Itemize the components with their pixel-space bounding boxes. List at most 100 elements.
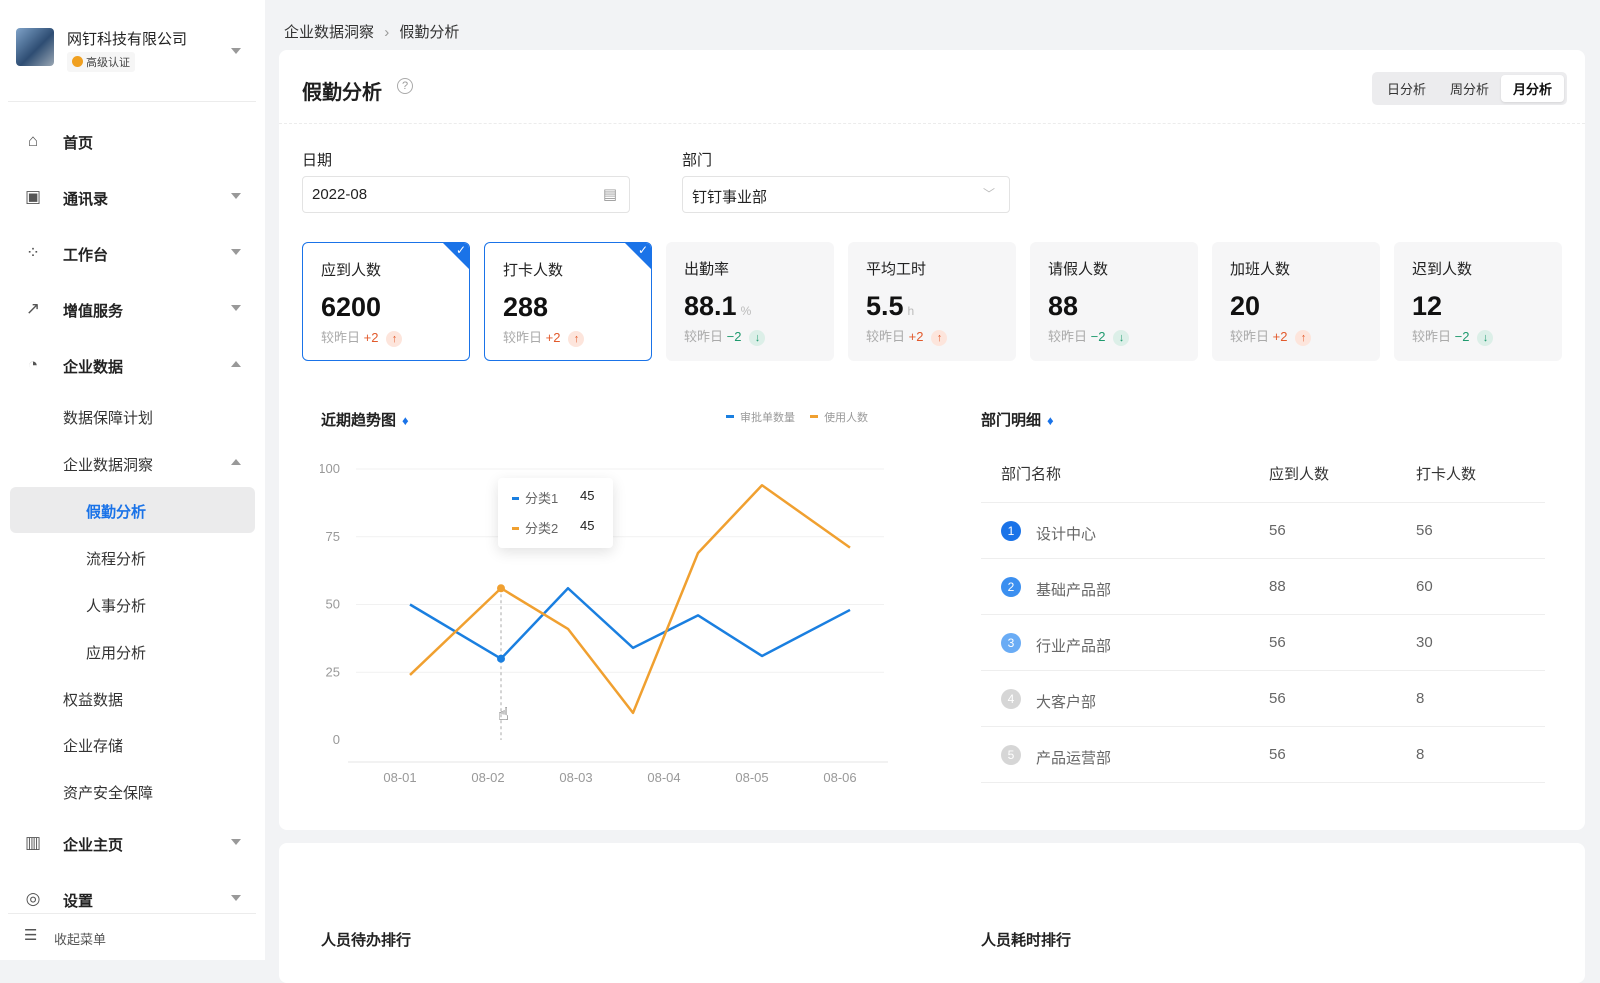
calendar-icon[interactable]: ▤: [602, 186, 617, 203]
series-line-2: [409, 484, 851, 715]
expected-count: 88: [1269, 578, 1286, 595]
breadcrumb-item[interactable]: 企业数据洞察: [284, 24, 375, 41]
header-divider: [279, 123, 1585, 124]
stat-value: 88.1%: [684, 291, 816, 322]
legend-label: 审批单数量: [740, 412, 795, 424]
legend-swatch: [726, 415, 734, 418]
help-icon[interactable]: ?: [397, 78, 413, 94]
table-row[interactable]: 1 设计中心 56 56: [981, 502, 1545, 558]
settings-icon: ◎: [25, 889, 41, 908]
chart-legend: 审批单数量 使用人数: [726, 409, 868, 425]
data-point: [497, 654, 505, 663]
sidebar-item-hr[interactable]: 人事分析: [86, 598, 147, 615]
tab-month[interactable]: 月分析: [1500, 75, 1564, 102]
chevron-up-icon[interactable]: [231, 459, 241, 465]
sidebar-item-value-added[interactable]: 增值服务: [63, 303, 124, 320]
sidebar-item-asset-security[interactable]: 资产安全保障: [63, 785, 154, 802]
org-name: 网钉科技有限公司: [67, 31, 188, 48]
legend-label: 使用人数: [824, 412, 869, 424]
collapse-icon[interactable]: ☰: [24, 927, 38, 944]
table-row[interactable]: 5 产品运营部 56 8: [981, 726, 1545, 782]
stat-card[interactable]: 请假人数 88 较昨日 −2 ↓: [1030, 242, 1198, 361]
sidebar-item-data-plan[interactable]: 数据保障计划: [63, 410, 154, 427]
sidebar-item-homepage[interactable]: 企业主页: [63, 837, 124, 854]
divider: [8, 913, 256, 914]
pie-icon: ◔: [27, 355, 39, 374]
stat-number: 5.5: [866, 291, 904, 321]
series-line-1: [409, 586, 851, 660]
chevron-up-icon[interactable]: [231, 361, 241, 367]
stat-title: 出勤率: [684, 261, 730, 278]
sidebar-item-settings[interactable]: 设置: [63, 893, 94, 910]
date-label: 日期: [302, 152, 333, 169]
dept-title-text: 部门明细: [981, 412, 1042, 429]
stat-title: 应到人数: [321, 262, 382, 279]
compare-delta: +2: [363, 330, 379, 345]
x-tick-label: 08-05: [735, 770, 768, 785]
arrow-down-icon: ↓: [1113, 330, 1130, 346]
stat-card[interactable]: 平均工时 5.5 h 较昨日 +2 ↑: [848, 242, 1016, 361]
pointer-cursor-icon: ☝: [498, 704, 509, 724]
arrow-down-icon: ↓: [1477, 330, 1494, 346]
badge-label: 高级认证: [86, 57, 130, 69]
tab-week[interactable]: 周分析: [1449, 82, 1489, 97]
expected-count: 56: [1269, 746, 1286, 763]
stat-title: 加班人数: [1230, 261, 1291, 278]
trend-chart[interactable]: 0 25 50 75 100 08-01 08-02 08-03 08-04 08-05 08-06…: [320, 450, 900, 800]
compare-delta: +2: [1272, 329, 1288, 344]
compare-delta: −2: [1454, 329, 1470, 344]
stat-unit: h: [907, 304, 915, 318]
sidebar-item-process[interactable]: 流程分析: [86, 551, 147, 568]
collapse-menu-button[interactable]: 收起菜单: [54, 932, 107, 947]
chevron-down-icon[interactable]: [231, 249, 241, 255]
stat-compare: 较昨日 −2 ↓: [1048, 326, 1180, 346]
stat-title: 迟到人数: [1412, 261, 1473, 278]
org-switch-chevron-icon[interactable]: [231, 48, 241, 54]
stat-card[interactable]: 加班人数 20 较昨日 +2 ↑: [1212, 242, 1380, 361]
stat-card[interactable]: 出勤率 88.1% 较昨日 −2 ↓: [666, 242, 834, 361]
divider: [8, 101, 256, 102]
active-item-highlight: [10, 487, 255, 533]
data-point: [497, 584, 505, 593]
chevron-down-icon[interactable]: [231, 839, 241, 845]
tab-day[interactable]: 日分析: [1386, 82, 1426, 97]
chevron-down-icon[interactable]: [231, 895, 241, 901]
sidebar-item-storage[interactable]: 企业存储: [63, 738, 124, 755]
compare-delta: +2: [908, 329, 924, 344]
sidebar-item-benefits[interactable]: 权益数据: [63, 692, 124, 709]
sidebar-item-attendance[interactable]: 假勤分析: [86, 504, 147, 521]
table-row[interactable]: 2 基础产品部 88 60: [981, 558, 1545, 614]
compare-label: 较昨日: [1048, 329, 1088, 344]
sidebar-item-workbench[interactable]: 工作台: [63, 247, 109, 264]
dept-select[interactable]: 钉钉事业部 ﹀: [682, 176, 1010, 213]
stat-title: 平均工时: [866, 261, 927, 278]
stat-card[interactable]: 迟到人数 12 较昨日 −2 ↓: [1394, 242, 1562, 361]
chart-tooltip: 分类1 45 分类2 45: [498, 478, 613, 548]
sidebar-item-data-insight[interactable]: 企业数据洞察: [63, 457, 154, 474]
diamond-icon: ♦: [1047, 413, 1054, 428]
trend-title: 近期趋势图 ♦: [321, 409, 409, 430]
rank-badge: 3: [1001, 633, 1021, 653]
chevron-down-icon: ﹀: [982, 187, 995, 201]
stat-card[interactable]: 打卡人数 288 较昨日 +2 ↑ ✓: [484, 242, 652, 361]
stat-card[interactable]: 应到人数 6200 较昨日 +2 ↑ ✓: [302, 242, 470, 361]
legend-item[interactable]: 使用人数: [810, 412, 868, 424]
legend-item[interactable]: 审批单数量: [726, 412, 795, 424]
compare-label: 较昨日: [684, 329, 724, 344]
chevron-down-icon[interactable]: [231, 193, 241, 199]
dept-value: 钉钉事业部: [692, 189, 768, 206]
period-tabs: 日分析 周分析 月分析: [1371, 72, 1567, 105]
arrow-up-icon: ↑: [568, 331, 585, 347]
table-row[interactable]: 4 大客户部 56 8: [981, 670, 1545, 726]
sidebar-item-contacts[interactable]: 通讯录: [63, 191, 109, 208]
sidebar-item-app[interactable]: 应用分析: [86, 645, 147, 662]
chevron-down-icon[interactable]: [231, 305, 241, 311]
column-header-name: 部门名称: [1001, 466, 1062, 483]
table-row[interactable]: 3 行业产品部 56 30: [981, 614, 1545, 670]
table-bottom-border: [981, 782, 1545, 783]
stat-value: 288: [503, 292, 633, 323]
sidebar-item-enterprise-data[interactable]: 企业数据: [63, 359, 124, 376]
date-picker[interactable]: 2022-08 ▤: [302, 176, 630, 213]
sidebar-item-home[interactable]: 首页: [63, 135, 94, 152]
checked-count: 60: [1416, 578, 1433, 595]
